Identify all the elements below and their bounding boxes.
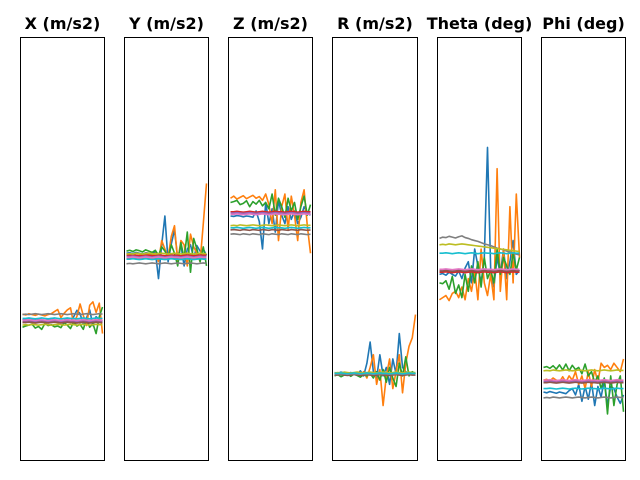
series-line-4 xyxy=(126,255,207,258)
series-line-6 xyxy=(22,318,103,322)
series-line-6 xyxy=(230,213,311,216)
series-line-9 xyxy=(230,226,311,230)
series-line-3 xyxy=(439,271,520,274)
series-line-9 xyxy=(334,372,416,375)
series-line-7 xyxy=(22,312,103,316)
series-line-9 xyxy=(439,252,520,255)
series-line-4 xyxy=(439,268,520,272)
series-line-8 xyxy=(543,369,624,372)
panel-title: Z (m/s2) xyxy=(233,14,308,33)
series-line-5 xyxy=(334,373,416,377)
panel-title: Theta (deg) xyxy=(427,14,533,33)
series-line-8 xyxy=(334,371,416,374)
series-group xyxy=(230,188,312,254)
panel-frame xyxy=(332,37,418,461)
series-line-5 xyxy=(543,381,624,384)
series-line-6 xyxy=(126,256,207,259)
panel-5: Phi (deg) xyxy=(541,14,626,461)
series-line-6 xyxy=(439,268,520,271)
series-line-8 xyxy=(230,224,311,227)
series-line-4 xyxy=(543,380,624,384)
panel-title: Y (m/s2) xyxy=(128,14,204,33)
series-group xyxy=(126,183,208,280)
series-line-5 xyxy=(439,269,520,273)
series-group xyxy=(543,358,625,415)
series-line-5 xyxy=(230,228,311,232)
panel-1: Y (m/s2) xyxy=(124,14,209,461)
series-line-4 xyxy=(230,211,311,215)
series-line-5 xyxy=(22,321,103,324)
series-line-8 xyxy=(439,243,520,253)
panel-frame xyxy=(541,37,626,461)
series-group xyxy=(334,314,417,407)
series-line-3 xyxy=(543,379,624,383)
series-line-1 xyxy=(22,301,104,334)
panel-4: Theta (deg) xyxy=(427,14,533,461)
panels: X (m/s2) Y (m/s2) Z (m/s2) R (m/s2) Theta (d… xyxy=(20,14,626,461)
panel-title: X (m/s2) xyxy=(25,14,101,33)
series-line-9 xyxy=(543,387,624,390)
series-line-7 xyxy=(439,235,520,256)
series-line-8 xyxy=(22,323,103,326)
series-group xyxy=(439,146,521,302)
series-line-9 xyxy=(126,257,207,261)
series-line-2 xyxy=(439,248,521,299)
panel-frame xyxy=(20,37,105,461)
panel-title: Phi (deg) xyxy=(542,14,625,33)
panel-2: Z (m/s2) xyxy=(228,14,313,461)
panel-0: X (m/s2) xyxy=(20,14,105,461)
series-line-6 xyxy=(543,378,624,382)
series-line-3 xyxy=(126,254,207,257)
series-line-7 xyxy=(230,232,311,236)
panel-3: R (m/s2) xyxy=(332,14,418,461)
series-line-4 xyxy=(22,319,103,323)
series-group xyxy=(22,301,104,335)
panel-frame xyxy=(437,37,522,461)
series-line-8 xyxy=(126,252,207,255)
series-line-2 xyxy=(230,193,312,221)
series-line-5 xyxy=(126,257,207,260)
panel-title: R (m/s2) xyxy=(337,14,413,33)
series-line-9 xyxy=(22,317,103,320)
series-line-3 xyxy=(22,320,103,323)
series-line-3 xyxy=(230,210,311,213)
series-line-7 xyxy=(543,396,624,399)
series-line-7 xyxy=(126,262,207,265)
panel-frame xyxy=(124,37,209,461)
panel-frame xyxy=(228,37,313,461)
